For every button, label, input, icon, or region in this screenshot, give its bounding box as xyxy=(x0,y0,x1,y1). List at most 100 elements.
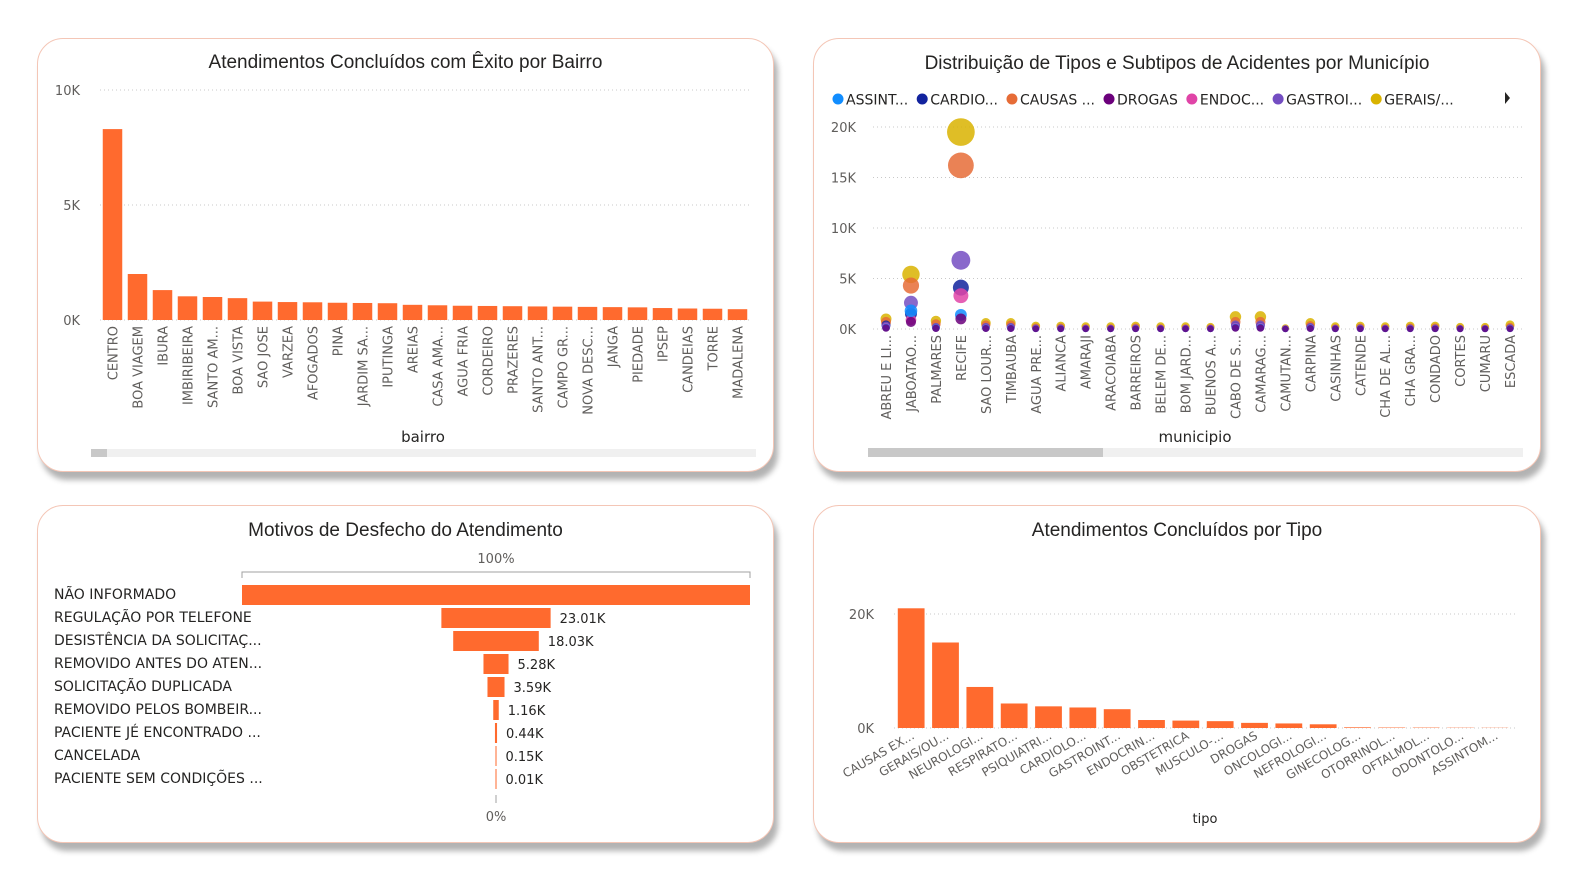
municipio-point[interactable] xyxy=(1107,325,1114,333)
bairro-bar[interactable] xyxy=(277,302,298,320)
bairro-bar[interactable] xyxy=(152,290,173,320)
bairro-bar[interactable] xyxy=(377,303,398,320)
municipio-point[interactable] xyxy=(1306,324,1314,333)
municipio-point[interactable] xyxy=(932,324,940,332)
desfecho-bar[interactable] xyxy=(495,746,497,766)
bairro-bar[interactable] xyxy=(402,304,423,320)
desfecho-category-label[interactable]: CANCELADA xyxy=(54,748,141,764)
municipio-point[interactable] xyxy=(1007,324,1015,333)
municipio-point[interactable] xyxy=(902,277,920,294)
desfecho-bar[interactable] xyxy=(495,769,497,789)
tipo-bar[interactable] xyxy=(1069,707,1097,728)
desfecho-category-label[interactable]: REMOVIDO PELOS BOMBEIR... xyxy=(54,702,262,718)
tipo-bar[interactable] xyxy=(1172,720,1200,728)
bairro-bar[interactable] xyxy=(427,305,448,320)
municipio-point[interactable] xyxy=(1256,324,1265,332)
municipio-point[interactable] xyxy=(982,324,990,333)
municipio-point[interactable] xyxy=(1431,325,1439,333)
bairro-bar[interactable] xyxy=(127,274,148,320)
tipo-bar[interactable] xyxy=(1035,706,1062,728)
desfecho-category-label[interactable]: NÃO INFORMADO xyxy=(54,586,176,603)
bairro-bar[interactable] xyxy=(727,309,748,320)
tipo-bar[interactable] xyxy=(966,686,994,728)
bairro-bar[interactable] xyxy=(352,302,373,320)
desfecho-category-label[interactable]: PACIENTE JÉ ENCONTRADO ... xyxy=(54,724,261,741)
municipio-point[interactable] xyxy=(904,304,918,318)
tipo-bar[interactable] xyxy=(1138,720,1165,728)
bairro-bar[interactable] xyxy=(202,297,223,320)
bairro-bar[interactable] xyxy=(302,302,323,320)
municipio-point[interactable] xyxy=(1231,324,1240,332)
municipio-legend-label[interactable]: GERAIS/... xyxy=(1384,93,1454,109)
desfecho-bar[interactable] xyxy=(493,700,499,720)
municipio-point[interactable] xyxy=(953,288,969,304)
municipio-point[interactable] xyxy=(1381,325,1389,333)
municipio-point[interactable] xyxy=(882,324,890,332)
tipo-bar[interactable] xyxy=(932,642,959,729)
desfecho-category-label[interactable]: REGULAÇÃO POR TELEFONE xyxy=(54,609,252,626)
municipio-legend-label[interactable]: CAUSAS ... xyxy=(1020,93,1095,109)
municipio-point[interactable] xyxy=(1132,325,1139,333)
municipio-point[interactable] xyxy=(1157,325,1164,333)
municipio-point[interactable] xyxy=(1406,325,1414,333)
bairro-bar[interactable] xyxy=(577,306,598,320)
municipio-point[interactable] xyxy=(1356,325,1364,333)
municipio-legend-label[interactable]: ASSINT... xyxy=(846,93,908,109)
bairro-bar[interactable] xyxy=(502,306,523,320)
desfecho-category-label[interactable]: SOLICITAÇÃO DUPLICADA xyxy=(54,678,232,695)
tipo-bar[interactable] xyxy=(1206,721,1234,728)
municipio-point[interactable] xyxy=(1481,325,1489,333)
desfecho-bar[interactable] xyxy=(487,677,505,697)
tipo-bar[interactable] xyxy=(1241,722,1268,728)
bairro-bar[interactable] xyxy=(527,306,548,320)
tipo-bar[interactable] xyxy=(1103,709,1131,728)
municipio-point[interactable] xyxy=(947,152,974,179)
municipio-point[interactable] xyxy=(905,316,917,327)
bairro-bar[interactable] xyxy=(452,305,473,320)
desfecho-bar[interactable] xyxy=(453,631,539,651)
bairro-scrollbar-track[interactable] xyxy=(91,449,756,457)
bairro-scrollbar-thumb[interactable] xyxy=(91,449,107,457)
municipio-legend-label[interactable]: ENDOC... xyxy=(1200,93,1264,109)
municipio-point[interactable] xyxy=(951,250,971,270)
legend-next-arrow-icon[interactable] xyxy=(1505,92,1510,104)
municipio-point[interactable] xyxy=(1282,325,1289,333)
tipo-bar[interactable] xyxy=(1309,724,1337,728)
municipio-point[interactable] xyxy=(955,313,967,325)
bairro-bar[interactable] xyxy=(552,306,573,320)
bairro-bar[interactable] xyxy=(102,129,123,320)
municipio-legend-label[interactable]: GASTROI... xyxy=(1286,93,1362,109)
bairro-bar[interactable] xyxy=(177,296,198,320)
desfecho-bar[interactable] xyxy=(483,654,509,674)
municipio-scrollbar-track[interactable] xyxy=(868,448,1523,457)
municipio-point[interactable] xyxy=(1207,325,1214,333)
tipo-bar[interactable] xyxy=(897,608,925,728)
bairro-bar[interactable] xyxy=(602,307,623,320)
desfecho-category-label[interactable]: DESISTÊNCIA DA SOLICITAÇ... xyxy=(54,631,262,649)
municipio-point[interactable] xyxy=(1456,325,1464,333)
tipo-bar[interactable] xyxy=(1000,703,1028,728)
bairro-bar[interactable] xyxy=(252,301,273,320)
desfecho-bar[interactable] xyxy=(494,723,498,743)
bairro-bar[interactable] xyxy=(677,308,698,321)
tipo-bar[interactable] xyxy=(1344,727,1371,728)
municipio-point[interactable] xyxy=(1506,325,1514,333)
bairro-bar[interactable] xyxy=(652,308,673,320)
municipio-point[interactable] xyxy=(947,118,975,146)
desfecho-category-label[interactable]: REMOVIDO ANTES DO ATEN... xyxy=(54,656,262,672)
municipio-point[interactable] xyxy=(1032,325,1040,333)
municipio-point[interactable] xyxy=(1057,325,1065,333)
bairro-bar[interactable] xyxy=(477,305,498,320)
municipio-legend-label[interactable]: CARDIO... xyxy=(930,93,998,109)
bairro-bar[interactable] xyxy=(327,302,348,320)
desfecho-bar[interactable] xyxy=(441,608,551,628)
municipio-point[interactable] xyxy=(1332,325,1339,333)
desfecho-bar[interactable] xyxy=(242,585,750,605)
bairro-bar[interactable] xyxy=(627,307,648,320)
bairro-bar[interactable] xyxy=(702,308,723,320)
municipio-legend-label[interactable]: DROGAS xyxy=(1117,93,1178,109)
bairro-bar[interactable] xyxy=(227,298,248,320)
municipio-point[interactable] xyxy=(1182,325,1189,333)
municipio-scrollbar-thumb[interactable] xyxy=(868,448,1103,457)
municipio-point[interactable] xyxy=(1082,325,1089,333)
